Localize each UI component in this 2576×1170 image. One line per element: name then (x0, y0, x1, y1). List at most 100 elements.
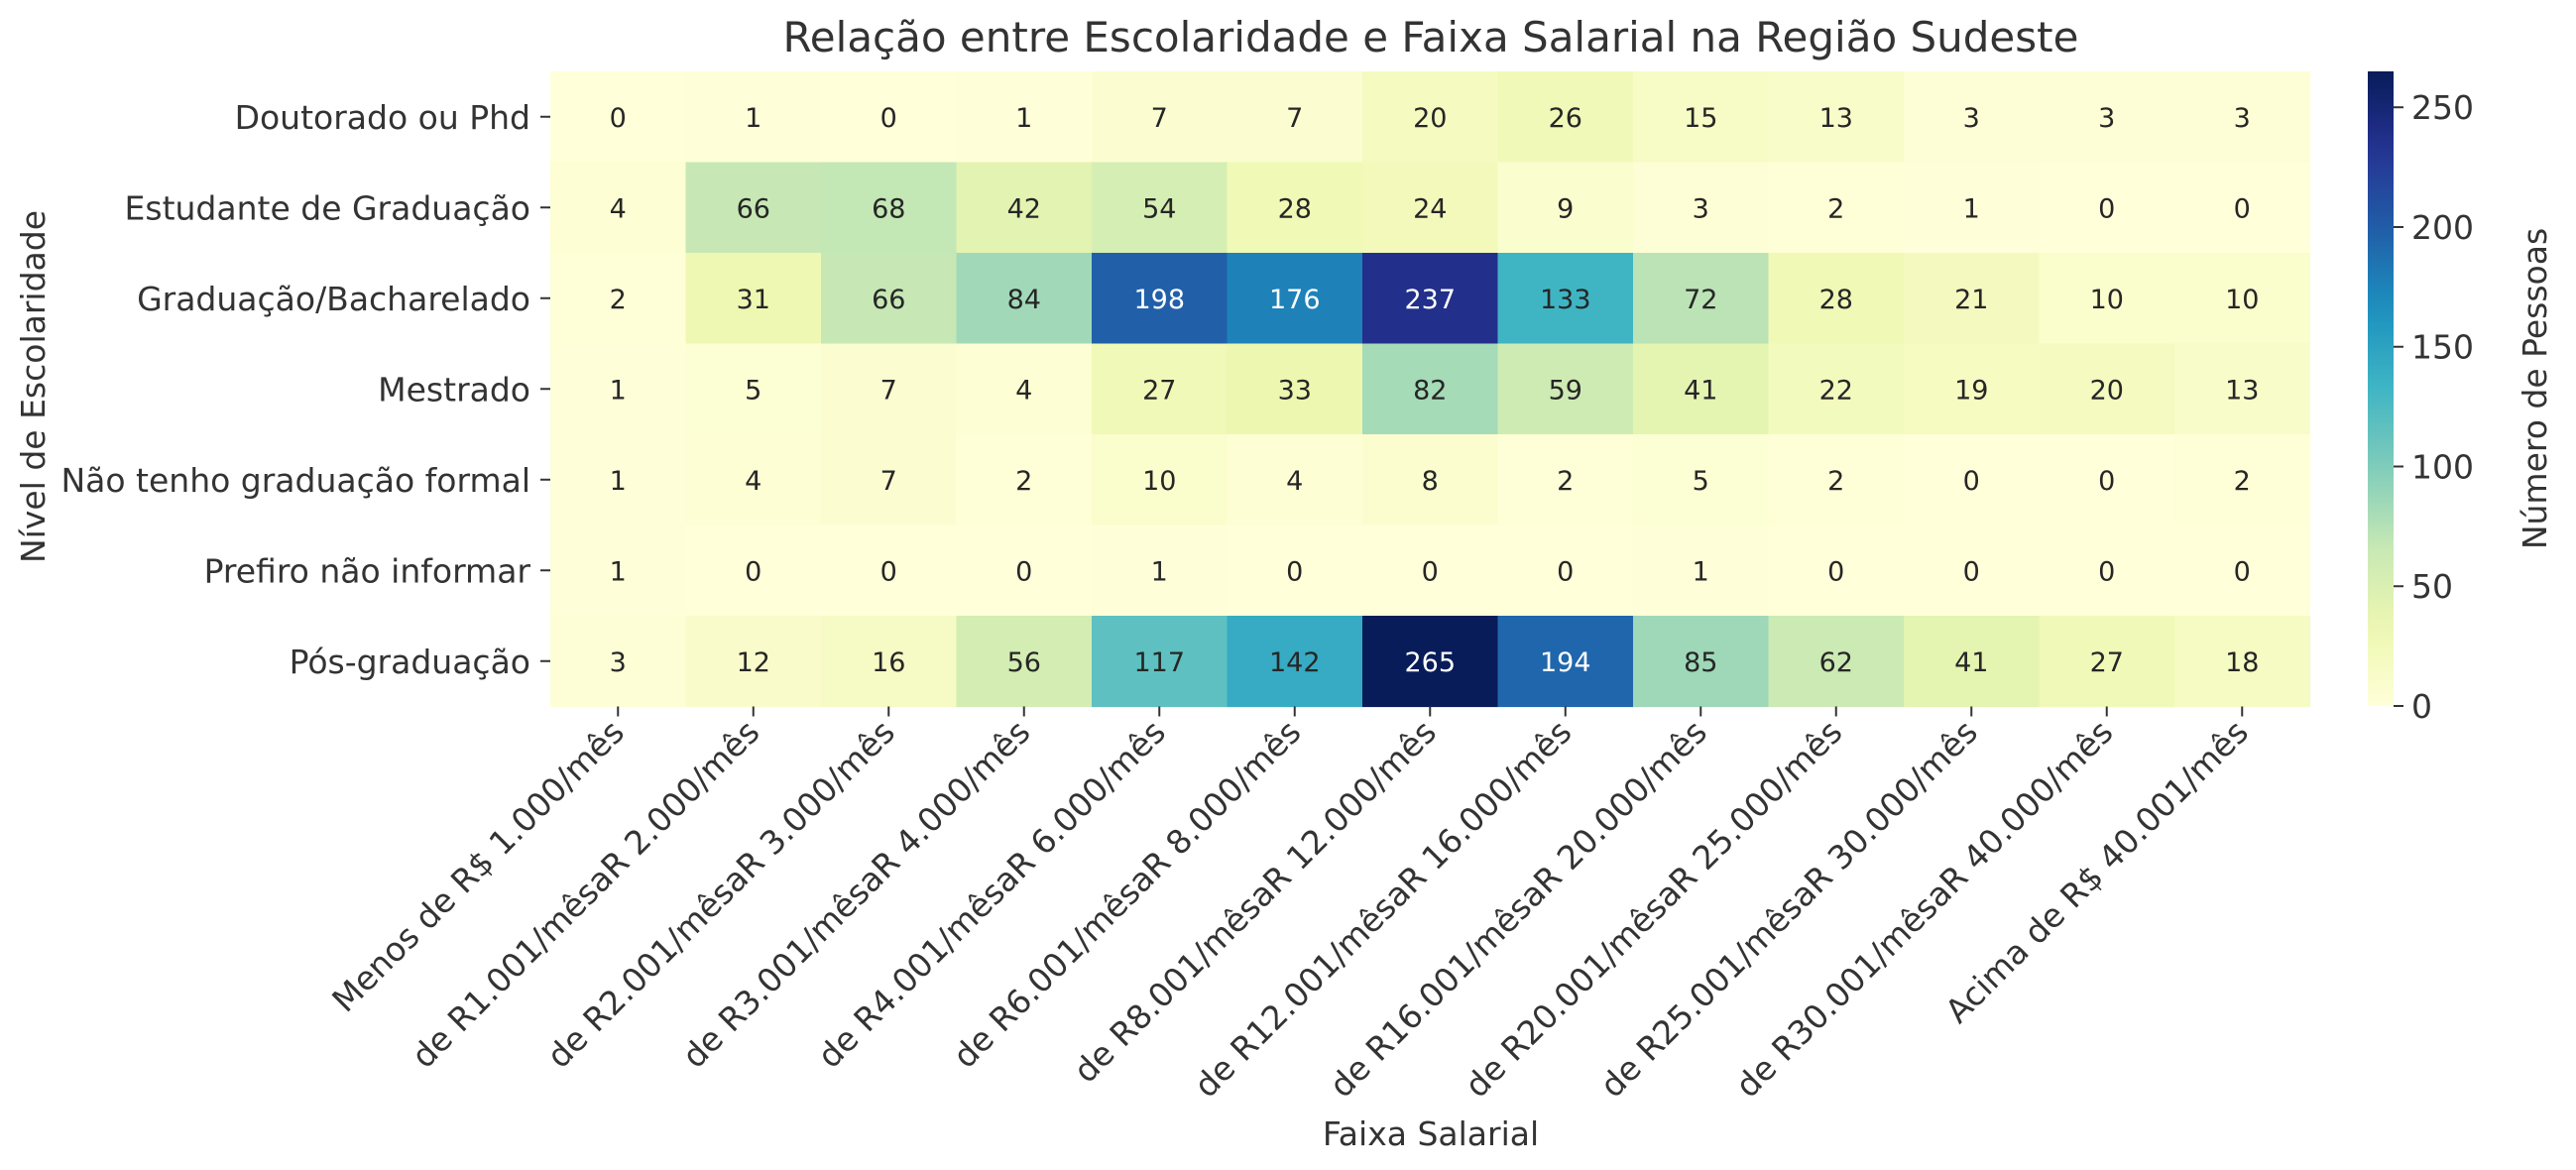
cell-value-label: 56 (1007, 647, 1041, 678)
cell-value-label: 72 (1684, 285, 1717, 315)
heatmap-cell (1497, 434, 1634, 526)
heatmap-cell (1633, 162, 1770, 254)
cell-value-label: 41 (1684, 375, 1717, 406)
colorbar-gradient (2368, 71, 2394, 706)
cell-value-label: 1 (610, 556, 627, 587)
cell-value-label: 27 (2090, 647, 2124, 678)
heatmap-cell (1768, 525, 1905, 617)
cell-value-label: 0 (2098, 556, 2115, 587)
heatmap-cell (2174, 616, 2311, 708)
heatmap-cell (1768, 162, 1905, 254)
cell-value-label: 2 (1827, 466, 1844, 497)
heatmap-cell (1092, 616, 1229, 708)
cell-value-label: 7 (880, 466, 897, 497)
heatmap-cell (1904, 253, 2041, 345)
heatmap-cell (1092, 71, 1229, 164)
heatmap-cell (1092, 525, 1229, 617)
heatmap-cell (1497, 162, 1634, 254)
heatmap-cell (2174, 253, 2311, 345)
cell-value-label: 12 (737, 647, 770, 678)
cell-value-label: 265 (1404, 647, 1456, 678)
y-tick-label: Estudante de Graduação (125, 188, 530, 227)
cell-value-label: 82 (1413, 375, 1447, 406)
cell-value-label: 15 (1684, 103, 1717, 134)
cell-value-label: 41 (1954, 647, 1988, 678)
heatmap-cell (685, 343, 822, 435)
heatmap-cell (685, 616, 822, 708)
heatmap-cell (1227, 616, 1363, 708)
cell-value-label: 0 (2234, 193, 2251, 224)
heatmap-cell (1768, 343, 1905, 435)
cell-value-label: 22 (1819, 375, 1853, 406)
heatmap-cell (1092, 434, 1229, 526)
heatmap-cell (1633, 434, 1770, 526)
cell-value-label: 1 (610, 375, 627, 406)
heatmap-cell (956, 162, 1093, 254)
heatmap-cell (2039, 616, 2175, 708)
heatmap-cell (2039, 525, 2175, 617)
heatmap-cell (1904, 525, 2041, 617)
cell-value-label: 198 (1133, 285, 1185, 315)
cell-value-label: 0 (2098, 466, 2115, 497)
cell-value-label: 13 (2225, 375, 2259, 406)
heatmap-cell (1904, 162, 2041, 254)
heatmap-cell (1768, 434, 1905, 526)
cell-value-label: 85 (1684, 647, 1717, 678)
heatmap-cell (1633, 71, 1770, 164)
heatmap-cell (550, 616, 687, 708)
cell-value-label: 237 (1404, 285, 1456, 315)
heatmap-cell (821, 525, 958, 617)
cell-value-label: 176 (1269, 285, 1321, 315)
heatmap-cell (1362, 343, 1499, 435)
cell-value-label: 19 (1954, 375, 1988, 406)
y-tick-label: Não tenho graduação formal (60, 461, 530, 500)
heatmap-cell (1362, 434, 1499, 526)
heatmap-cell (1904, 434, 2041, 526)
heatmap-cell (1227, 71, 1363, 164)
cell-value-label: 42 (1007, 193, 1041, 224)
cell-value-label: 2 (1015, 466, 1032, 497)
cell-value-label: 194 (1540, 647, 1591, 678)
heatmap-cell (821, 616, 958, 708)
cell-value-label: 33 (1278, 375, 1312, 406)
y-tick-label: Mestrado (378, 370, 530, 409)
heatmap-cell (1227, 162, 1363, 254)
cell-value-label: 68 (872, 193, 905, 224)
heatmap-cell (2174, 525, 2311, 617)
heatmap-cell (956, 434, 1093, 526)
heatmap-cell (550, 162, 687, 254)
cell-value-label: 2 (1827, 193, 1844, 224)
heatmap-cell (1092, 253, 1229, 345)
cell-value-label: 9 (1557, 193, 1574, 224)
heatmap-cell (821, 162, 958, 254)
heatmap-cell (1768, 71, 1905, 164)
cell-value-label: 18 (2225, 647, 2259, 678)
cell-value-label: 66 (737, 193, 770, 224)
y-tick-label: Graduação/Bacharelado (137, 280, 530, 318)
heatmap-cell (2174, 71, 2311, 164)
cell-value-label: 7 (880, 375, 897, 406)
y-tick-label: Doutorado ou Phd (235, 98, 530, 137)
heatmap-cell (1227, 525, 1363, 617)
heatmap-cell (821, 343, 958, 435)
colorbar-tick-label: 250 (2411, 88, 2474, 127)
colorbar-tick-label: 150 (2411, 328, 2474, 367)
cell-value-label: 10 (1142, 466, 1176, 497)
heatmap-cell (550, 525, 687, 617)
cell-value-label: 28 (1819, 285, 1853, 315)
cell-value-label: 2 (610, 285, 627, 315)
cell-value-label: 0 (1015, 556, 1032, 587)
cell-value-label: 0 (2234, 556, 2251, 587)
cell-value-label: 0 (1963, 466, 1980, 497)
cell-value-label: 20 (2090, 375, 2124, 406)
cell-value-label: 24 (1413, 193, 1447, 224)
cell-value-label: 8 (1422, 466, 1439, 497)
heatmap-cell (1633, 525, 1770, 617)
cell-value-label: 2 (1557, 466, 1574, 497)
cell-value-label: 1 (610, 466, 627, 497)
cell-value-label: 3 (2234, 103, 2251, 134)
cell-value-label: 7 (1286, 103, 1303, 134)
cell-value-label: 3 (1963, 103, 1980, 134)
heatmap-cell (1362, 616, 1499, 708)
